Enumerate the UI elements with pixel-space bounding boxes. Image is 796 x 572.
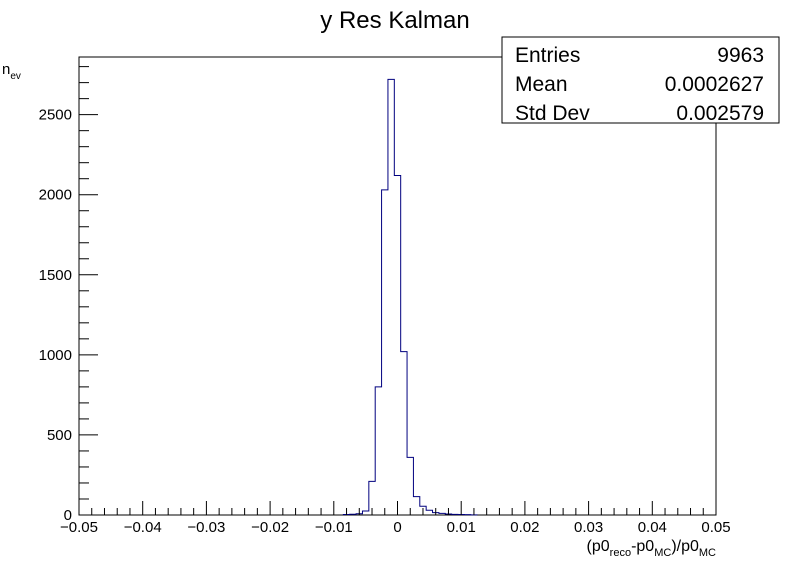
histogram-bin [401,352,407,515]
x-tick-label: 0.04 [638,519,667,536]
x-axis-ticks: −0.05 −0.04 −0.03 −0.02 −0.01 0 0.01 0.02 0.03 0.… [60,501,731,536]
x-tick-label: 0.03 [574,519,603,536]
x-axis-label: (p0reco-p0MC)/p0MC [587,538,717,559]
histogram-outline [342,78,478,516]
x-tick-label: −0.03 [187,519,225,536]
x-tick-label: 0 [393,519,401,536]
x-tick-label: −0.02 [251,519,289,536]
y-tick-label: 2500 [39,107,72,124]
y-axis-ticks: 0 500 1000 1500 2000 2500 [39,66,98,524]
stats-box-frame [501,36,780,124]
y-axis-label-base: n [2,61,10,78]
x-tick-label: −0.01 [315,519,353,536]
y-tick-label: 1500 [39,267,72,284]
x-axis-label-subscript: reco [610,547,631,559]
y-tick-label: 1000 [39,347,72,364]
histogram-bin [394,176,400,515]
plot-frame [78,56,717,516]
x-tick-label: −0.04 [124,519,162,536]
y-tick-label: 500 [47,427,72,444]
histogram-bin [375,387,381,515]
histogram-bin [407,457,413,515]
y-axis-label: nev [2,61,21,82]
stats-box: Entries 9963 Mean 0.0002627 Std Dev 0.002579 [501,36,780,125]
y-tick-label: 2000 [39,187,72,204]
histogram-bin [388,79,394,515]
histogram-bin [413,497,419,515]
x-tick-label: 0.01 [447,519,476,536]
x-axis-label-text: (p0 [587,538,610,555]
y-axis-label-sub: ev [10,71,21,82]
x-axis-label-subscript: MC [654,547,671,559]
histogram-bin [362,511,368,515]
x-axis-label-subscript: MC [699,547,716,559]
x-tick-label: 0.02 [510,519,539,536]
stats-value: 0.0002627 [665,73,764,96]
stats-label: Mean [515,73,568,96]
histogram-bin [426,510,432,515]
x-axis-label-text: -p0 [631,538,654,555]
histogram-series [342,78,478,516]
stats-label: Entries [515,44,580,67]
x-tick-label: 0.05 [701,519,730,536]
x-tick-label: −0.05 [60,519,98,536]
stats-value: 0.002579 [676,102,764,125]
chart-title: y Res Kalman [320,7,469,34]
stats-label: Std Dev [515,102,590,125]
histogram-bin [382,190,388,515]
y-tick-label: 0 [64,507,72,524]
stats-value: 9963 [717,44,764,67]
x-axis-label-text: )/p0 [671,538,699,555]
